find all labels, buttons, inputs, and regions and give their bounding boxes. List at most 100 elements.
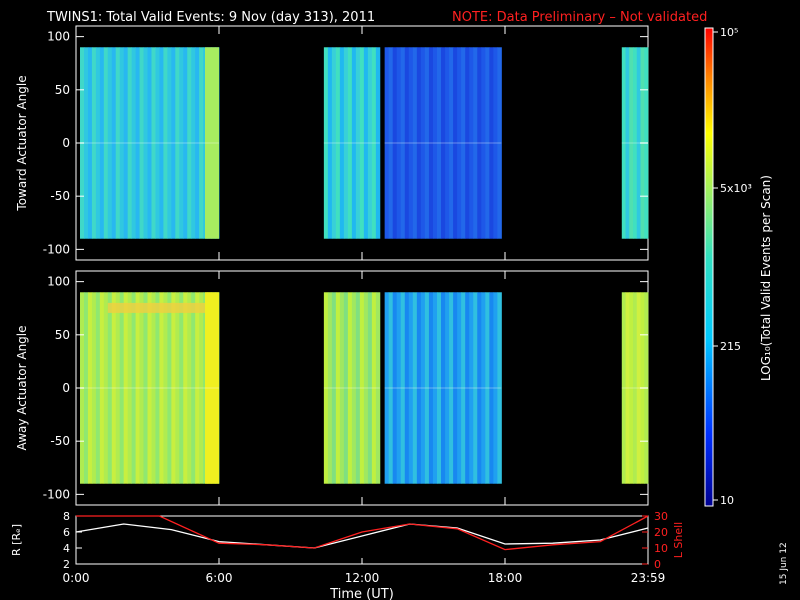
heatmap-column (621, 47, 626, 239)
heatmap-column (351, 47, 357, 239)
heatmap-column (115, 292, 121, 484)
heatmap-column (151, 47, 156, 239)
heatmap-column (367, 292, 373, 484)
heatmap-column (163, 47, 168, 239)
toward-heatmap-panel: 100 50 0 -50 -100 Toward Actuator Angle (15, 25, 649, 261)
heatmap-column (187, 47, 192, 239)
heatmap-column (493, 47, 498, 239)
heatmap-column (461, 47, 466, 239)
y-tick-label: -50 (50, 189, 70, 203)
heatmap-column (359, 292, 365, 484)
heatmap-column (629, 292, 634, 484)
heatmap-column (147, 292, 152, 484)
y-tick-label: 2 (63, 558, 70, 571)
heatmap-column (115, 47, 121, 239)
heatmap-column (107, 292, 113, 484)
heatmap-column (191, 292, 196, 484)
colorbar-tick-label: 5x10³ (720, 182, 752, 195)
preliminary-note: NOTE: Data Preliminary – Not validated (452, 10, 707, 25)
y-tick-label: 100 (47, 30, 70, 44)
heatmap-column (83, 292, 89, 484)
heatmap-column (155, 47, 160, 239)
colorbar-label: LOG₁₀(Total Valid Events per Scan) (759, 175, 773, 381)
heatmap-column (629, 47, 634, 239)
heatmap-column (469, 292, 474, 484)
heatmap-column (445, 47, 450, 239)
heatmap-column (359, 47, 365, 239)
heatmap-column (339, 292, 345, 484)
heatmap-column (625, 292, 630, 484)
heatmap-column (489, 47, 494, 239)
heatmap-column (175, 47, 180, 239)
heatmap-column (131, 47, 136, 239)
date-stamp: 15 Jun 12 (779, 542, 789, 585)
heatmap-column (327, 292, 333, 484)
heatmap-column (91, 292, 97, 484)
heatmap-column (159, 47, 164, 239)
heatmap-column (135, 292, 140, 484)
r-ylabel: R [Rₑ] (10, 524, 23, 556)
heatmap-column (432, 47, 438, 239)
colorbar-gradient (704, 27, 714, 507)
heatmap-column (420, 47, 426, 239)
colorbar-tick-label: 215 (720, 340, 741, 353)
heatmap-column (465, 47, 470, 239)
heatmap-column (449, 47, 454, 239)
heatmap-column (171, 47, 176, 239)
heatmap-column (139, 292, 144, 484)
x-tick-label: 6:00 (206, 571, 233, 585)
heatmap-column (131, 292, 136, 484)
heatmap-column (469, 47, 474, 239)
heatmap-column (633, 47, 638, 239)
heatmap-column (367, 47, 373, 239)
heatmap-column (127, 292, 133, 484)
y-tick-label: 6 (63, 526, 70, 539)
y-tick-label-right: 20 (654, 526, 668, 539)
y-tick-label: 8 (63, 510, 70, 523)
heatmap-column (485, 47, 490, 239)
heatmap-column (111, 292, 117, 484)
heatmap-column (163, 292, 168, 484)
heatmap-column (355, 292, 361, 484)
heatmap-column (424, 292, 430, 484)
heatmap-column (127, 47, 133, 239)
heatmap-column (335, 292, 341, 484)
heatmap-column (143, 292, 148, 484)
heatmap-column (428, 47, 434, 239)
heatmap-column (392, 292, 398, 484)
heatmap-column (404, 292, 410, 484)
heatmap-column (199, 292, 204, 484)
heatmap-column (441, 47, 446, 239)
heatmap-column (205, 292, 219, 484)
heatmap-column (103, 47, 109, 239)
heatmap-column (135, 47, 140, 239)
heatmap-column (123, 47, 129, 239)
heatmap-column (363, 292, 369, 484)
heatmap-column (481, 47, 486, 239)
heatmap-column (485, 292, 490, 484)
heatmap-column (625, 47, 630, 239)
heatmap-column (205, 47, 219, 239)
heatmap-column (347, 292, 353, 484)
heatmap-column (327, 47, 333, 239)
heatmap-column (191, 47, 196, 239)
heatmap-column (453, 292, 458, 484)
heatmap-column (384, 47, 390, 239)
heatmap-column (404, 47, 410, 239)
heatmap-column (87, 292, 93, 484)
heatmap-column (103, 292, 109, 484)
y-tick-label: 50 (55, 328, 70, 342)
heatmap-column (473, 292, 478, 484)
toward-ylabel: Toward Actuator Angle (15, 75, 29, 211)
heatmap-column (87, 47, 93, 239)
heatmap-column (388, 47, 394, 239)
heatmap-column (331, 47, 337, 239)
heatmap-column (375, 292, 381, 484)
heatmap-column (195, 47, 200, 239)
colorbar-tick-label: 10⁵ (720, 26, 738, 39)
colorbar: 10⁵ 5x10³ 215 10 LOG₁₀(Total Valid Events p… (704, 26, 773, 507)
heatmap-column (436, 292, 442, 484)
heatmap-column (497, 47, 502, 239)
y-axis: 100 50 0 -50 -100 (43, 271, 649, 505)
